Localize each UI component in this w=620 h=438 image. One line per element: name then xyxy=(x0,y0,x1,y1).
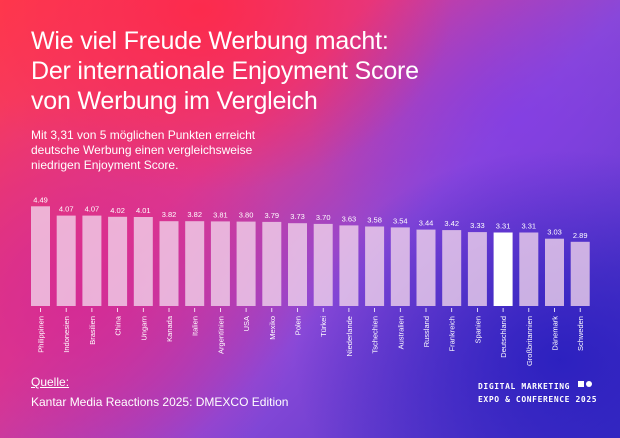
subtitle-line: deutsche Werbung einen vergleichsweise xyxy=(31,143,253,157)
bar-italien xyxy=(185,221,205,306)
bar-indonesien xyxy=(56,215,76,306)
x-tick-label: Russland xyxy=(422,316,431,347)
title-line: Wie viel Freude Werbung macht: xyxy=(31,27,389,55)
x-tick-label: Schweden xyxy=(576,316,585,351)
bar-frankreich xyxy=(442,230,462,306)
value-label: 3.82 xyxy=(162,210,177,219)
bar-brasilien xyxy=(82,215,102,306)
bar-philippinen xyxy=(31,206,50,306)
source-label: Quelle: xyxy=(31,375,70,389)
subtitle-line: Mit 3,31 von 5 möglichen Punkten erreich… xyxy=(31,128,256,142)
x-tick-label: USA xyxy=(242,316,251,331)
bar-ungarn xyxy=(133,217,153,306)
bar-australien xyxy=(390,227,410,306)
value-label: 3.81 xyxy=(213,210,228,219)
x-tick-label: Ungarn xyxy=(139,316,148,341)
x-tick-label: Indonesien xyxy=(62,316,71,353)
x-tick-label: Argentinien xyxy=(216,316,225,354)
logo-dot xyxy=(586,381,592,387)
value-label: 3.79 xyxy=(264,211,279,220)
value-label: 4.49 xyxy=(33,195,48,204)
bar-argentinien xyxy=(210,221,230,306)
value-label: 3.03 xyxy=(547,228,562,237)
bar-türkei xyxy=(313,223,333,306)
x-tick-label: Kanada xyxy=(165,315,174,342)
x-tick-label: Dänemark xyxy=(551,316,560,351)
x-tick-label: Deutschland xyxy=(499,316,508,358)
title-line: Der internationale Enjoyment Score xyxy=(31,57,419,85)
value-label: 4.07 xyxy=(85,205,100,214)
x-tick-label: Tschechien xyxy=(371,316,380,354)
x-tick-label: Türkei xyxy=(319,316,328,337)
subtitle-line: niedrigen Enjoyment Score. xyxy=(31,158,179,172)
bar-großbritannien xyxy=(519,232,539,306)
bar-mexiko xyxy=(262,221,282,306)
value-label: 4.07 xyxy=(59,205,74,214)
value-label: 3.33 xyxy=(470,221,485,230)
x-tick-label: Spanien xyxy=(473,316,482,344)
x-tick-label: Polen xyxy=(294,316,303,335)
bar-polen xyxy=(288,223,307,306)
brand-wordmark: DIGITAL MARKETING EXPO & CONFERENCE 2025 xyxy=(478,380,597,406)
value-label: 4.01 xyxy=(136,206,151,215)
bar-russland xyxy=(416,229,436,306)
x-tick-label: Italien xyxy=(191,316,200,336)
x-tick-label: Philippinen xyxy=(37,316,46,353)
brand-line: DIGITAL MARKETING xyxy=(478,382,571,391)
bar-deutschland xyxy=(493,232,513,306)
value-label: 2.89 xyxy=(573,231,588,240)
value-label: 3.73 xyxy=(290,212,305,221)
value-label: 3.80 xyxy=(239,211,254,220)
x-tick-label: Niederlande xyxy=(345,316,354,356)
bar-spanien xyxy=(467,232,487,306)
value-label: 4.02 xyxy=(110,206,125,215)
value-label: 3.54 xyxy=(393,216,408,225)
x-tick-label: Frankreich xyxy=(448,316,457,351)
chart-subtitle: Mit 3,31 von 5 möglichen Punkten erreich… xyxy=(31,128,255,173)
title-line: von Werbung im Vergleich xyxy=(31,87,318,115)
value-label: 3.31 xyxy=(496,222,511,231)
x-tick-label: Brasilien xyxy=(88,316,97,345)
source-text: Kantar Media Reactions 2025: DMEXCO Edit… xyxy=(31,395,289,409)
bar-usa xyxy=(236,221,256,306)
x-tick-label: Australien xyxy=(396,316,405,349)
value-label: 3.82 xyxy=(187,210,202,219)
brand-line: EXPO & CONFERENCE 2025 xyxy=(478,395,598,404)
value-label: 3.31 xyxy=(521,222,536,231)
bar-niederlande xyxy=(339,225,359,306)
bar-tschechien xyxy=(365,226,385,306)
x-tick-label: Mexiko xyxy=(268,316,277,340)
value-label: 3.44 xyxy=(419,219,434,228)
bar-china xyxy=(108,216,128,306)
value-label: 3.70 xyxy=(316,213,331,222)
chart-title: Wie viel Freude Werbung macht: Der inter… xyxy=(31,26,419,116)
value-label: 3.58 xyxy=(367,216,382,225)
value-label: 3.42 xyxy=(444,219,459,228)
x-tick-label: Großbritannien xyxy=(525,316,534,366)
logo-square xyxy=(578,381,584,387)
bar-schweden xyxy=(570,241,590,306)
x-tick-label: China xyxy=(114,315,123,335)
bar-dänemark xyxy=(545,238,564,306)
bar-kanada xyxy=(159,221,179,306)
value-label: 3.63 xyxy=(342,214,357,223)
